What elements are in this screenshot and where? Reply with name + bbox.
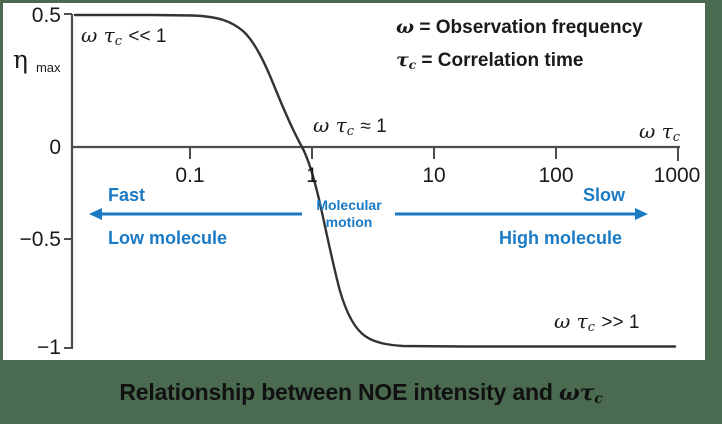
x-tick-label-0: 0.1 <box>175 164 205 187</box>
omega-symbol: ω <box>639 119 656 143</box>
region-left-bottom-label: Low molecule <box>108 228 228 248</box>
y-axis-label-sub: max <box>35 60 61 75</box>
x-tick-label-2: 10 <box>422 164 446 187</box>
tau-subscript: c <box>672 130 681 145</box>
caption-tau-symbol: τ <box>579 380 595 406</box>
tau-subscript: c <box>587 320 596 335</box>
tau-subscript: c <box>408 58 417 72</box>
x-tick-label-1: 1 <box>306 164 318 187</box>
tau-subscript: c <box>346 124 355 139</box>
y-tick-label-3: −1 <box>37 336 61 359</box>
legend-entry-tau: τc = Correlation time <box>396 49 584 72</box>
caption-omega-symbol: ω <box>558 380 580 406</box>
annotation-omega-tau-much-less: ω τc << 1 <box>81 25 166 48</box>
omega-symbol: ω <box>313 113 330 137</box>
comparison-operator: ≈ 1 <box>360 116 387 137</box>
region-center-label-line2: motion <box>325 214 373 230</box>
chart-canvas: η max 0.5 0 −0.5 −1 0.1 1 10 100 1000 ω … <box>3 3 705 360</box>
x-tick-label-4: 1000 <box>653 164 701 187</box>
chart-svg <box>64 13 680 349</box>
y-axis-label: η max <box>13 45 61 75</box>
tau-symbol: τ <box>396 49 409 71</box>
figure-caption-text: Relationship between NOE intensity and <box>119 379 553 405</box>
legend-entry-tau-text: = Correlation time <box>421 50 584 71</box>
tau-symbol: τ <box>103 23 115 47</box>
annotation-omega-tau-much-greater: ω τc >> 1 <box>554 311 639 334</box>
annotation-omega-tau-approx-one: ω τc ≈ 1 <box>313 115 387 138</box>
omega-symbol: ω <box>396 16 415 38</box>
tau-subscript: c <box>114 34 123 49</box>
omega-symbol: ω <box>554 309 571 333</box>
figure-caption-bar: Relationship between NOE intensity and ω… <box>0 362 722 424</box>
y-tick-label-2: −0.5 <box>19 228 61 251</box>
x-tick-label-3: 100 <box>538 164 574 187</box>
comparison-operator: << 1 <box>128 26 167 47</box>
figure-caption: Relationship between NOE intensity and ω… <box>119 379 602 407</box>
caption-tau-subscript: c <box>594 391 603 407</box>
omega-symbol: ω <box>81 23 98 47</box>
comparison-operator: >> 1 <box>601 312 640 333</box>
region-right-bottom-label: High molecule <box>499 228 623 248</box>
x-axis-ticks <box>189 147 679 161</box>
noe-curve <box>73 13 677 348</box>
legend-entry-omega-text: = Observation frequency <box>419 17 643 38</box>
y-axis-ticks <box>64 13 72 349</box>
region-left-top-label: Fast <box>108 185 146 205</box>
y-tick-label-0: 0.5 <box>31 4 61 27</box>
region-center-label-line1: Molecular <box>316 197 382 213</box>
y-tick-label-1: 0 <box>49 136 61 159</box>
tau-symbol: τ <box>661 119 673 143</box>
tau-symbol: τ <box>335 113 347 137</box>
region-right-top-label: Slow <box>583 185 626 205</box>
legend-entry-omega: ω = Observation frequency <box>396 16 643 38</box>
tau-symbol: τ <box>576 309 588 333</box>
x-axis-symbol-label: ω τc <box>639 121 680 144</box>
